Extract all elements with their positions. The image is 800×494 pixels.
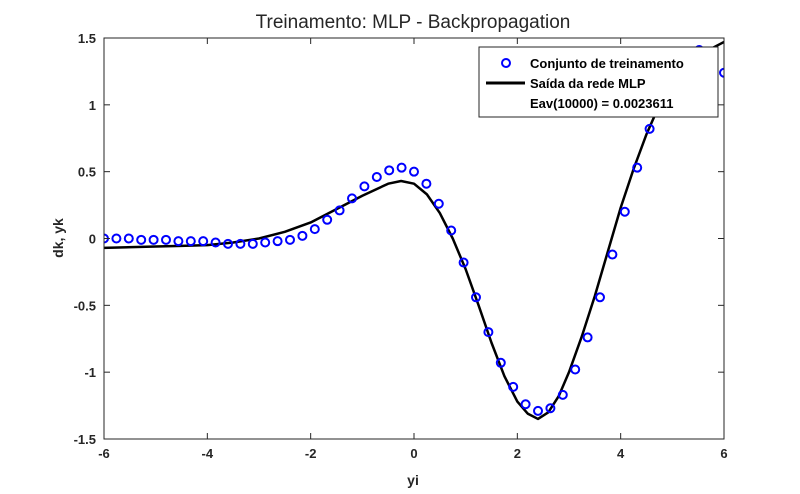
data-point-training-set [458, 257, 469, 268]
data-point-training-set [446, 225, 457, 236]
data-point-training-set [508, 381, 519, 392]
data-point-training-set [309, 224, 320, 235]
y-tick-label: -1.5 [74, 432, 96, 447]
data-point-training-set [185, 236, 196, 247]
x-tick-label: 0 [410, 446, 417, 461]
data-point-training-set [148, 234, 159, 245]
data-point-training-set [607, 249, 618, 260]
data-point-training-set [260, 237, 271, 248]
data-point-training-set [297, 230, 308, 241]
legend-note-eav: Eav(10000) = 0.0023611 [530, 96, 674, 111]
data-point-training-set [285, 234, 295, 245]
data-point-training-set [210, 237, 221, 248]
x-axis-label: yi [407, 472, 419, 488]
y-tick-label: 0 [89, 232, 96, 247]
data-point-training-set [433, 198, 444, 209]
data-point-training-set [557, 389, 568, 400]
data-point-training-set [719, 67, 724, 78]
y-tick-label: -0.5 [74, 298, 96, 313]
x-tick-label: -2 [305, 446, 317, 461]
data-point-training-set [359, 181, 370, 192]
data-point-training-set [495, 357, 506, 368]
data-point-training-set [471, 292, 481, 303]
data-point-training-set [582, 332, 593, 343]
data-point-training-set [619, 206, 630, 217]
data-point-training-set [123, 233, 134, 244]
data-point-training-set [545, 403, 556, 414]
x-tick-label: 4 [617, 446, 625, 461]
data-point-training-set [483, 327, 494, 338]
data-point-training-set [371, 172, 382, 183]
y-tick-label: 1 [89, 98, 96, 113]
y-tick-label: 0.5 [78, 165, 96, 180]
data-point-training-set [161, 234, 171, 245]
y-tick-label: 1.5 [78, 31, 96, 46]
data-point-training-set [111, 233, 122, 244]
axes-layer: -6 -4 -2 0 2 4 6 -1.5 -1 -0.5 0 0.5 1 1.5 [74, 31, 728, 461]
legend-label-training-set: Conjunto de treinamento [530, 56, 684, 71]
data-point-training-set [384, 165, 395, 176]
data-point-training-set [409, 166, 419, 177]
data-point-training-set [632, 162, 643, 173]
data-point-training-set [136, 234, 147, 245]
data-point-training-set [173, 236, 184, 247]
data-point-training-set [570, 364, 581, 375]
legend: Conjunto de treinamento Saída da rede ML… [478, 46, 719, 118]
data-point-training-set [272, 236, 283, 247]
data-point-training-set [595, 292, 605, 303]
x-tick-label: -4 [202, 446, 214, 461]
data-point-training-set [198, 236, 209, 247]
legend-marker-training-set [501, 58, 511, 68]
y-axis-label: dk, yk [50, 218, 66, 258]
x-tick-label: 6 [720, 446, 727, 461]
data-point-training-set [533, 405, 543, 416]
data-point-training-set [223, 238, 233, 249]
data-point-training-set [396, 162, 407, 173]
x-tick-label: 2 [514, 446, 521, 461]
x-tick-label: -6 [98, 446, 110, 461]
data-point-training-set [520, 399, 531, 410]
legend-label-mlp-output: Saída da rede MLP [530, 76, 646, 91]
data-point-training-set [235, 238, 246, 249]
chart-title: Treinamento: MLP - Backpropagation [256, 12, 571, 33]
data-layer [104, 40, 724, 421]
data-point-training-set [334, 205, 345, 216]
plot-clip-group [104, 40, 724, 421]
data-point-training-set [347, 193, 357, 204]
data-point-training-set [247, 238, 258, 249]
y-tick-label: -1 [84, 365, 96, 380]
data-point-training-set [421, 178, 432, 189]
data-point-training-set [644, 123, 655, 134]
data-point-training-set [322, 214, 333, 225]
